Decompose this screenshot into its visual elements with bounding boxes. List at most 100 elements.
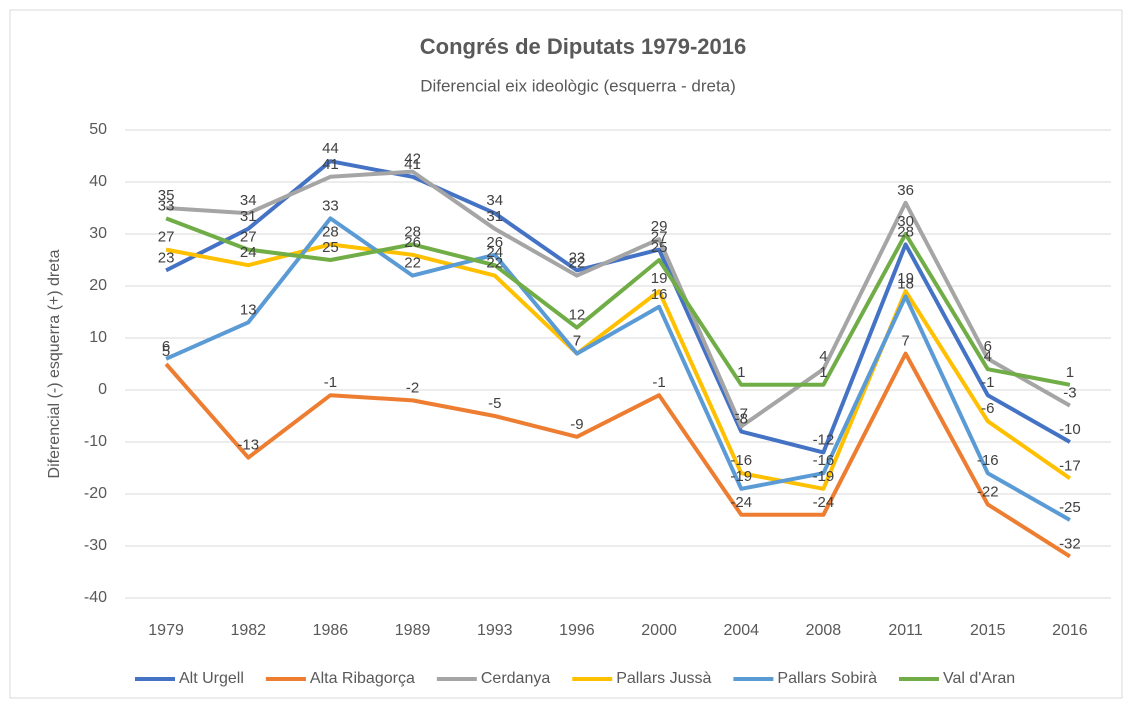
data-label: 19 bbox=[897, 270, 914, 287]
data-label: 34 bbox=[486, 192, 503, 209]
data-label: 35 bbox=[158, 187, 175, 204]
data-label: 27 bbox=[158, 229, 175, 246]
data-label: -1 bbox=[652, 374, 665, 391]
data-label: 42 bbox=[404, 151, 421, 168]
data-label: -24 bbox=[813, 494, 835, 511]
y-tick-label: 20 bbox=[89, 277, 107, 294]
data-label: -3 bbox=[1063, 385, 1076, 402]
data-label: -1 bbox=[981, 374, 994, 391]
data-label: 18 bbox=[897, 275, 914, 292]
chart-subtitle: Diferencial eix ideològic (esquerra - dr… bbox=[420, 76, 736, 95]
data-label: 7 bbox=[573, 333, 581, 350]
x-tick-label: 1986 bbox=[313, 622, 349, 639]
data-label: 19 bbox=[651, 270, 668, 287]
x-tick-label: 2008 bbox=[806, 622, 842, 639]
x-tick-label: 2011 bbox=[888, 622, 923, 639]
y-tick-label: 0 bbox=[98, 381, 107, 398]
data-label: 34 bbox=[240, 192, 257, 209]
data-label: 33 bbox=[158, 197, 175, 214]
series-line bbox=[165, 159, 1071, 455]
data-label: 5 bbox=[162, 343, 170, 360]
x-tick-label: 2004 bbox=[723, 622, 759, 639]
data-label: -6 bbox=[981, 400, 994, 417]
data-label: 22 bbox=[404, 255, 421, 272]
data-label: -24 bbox=[730, 494, 752, 511]
x-tick-label: 1993 bbox=[477, 622, 513, 639]
legend-label: Pallars Jussà bbox=[616, 670, 711, 687]
y-tick-label: -20 bbox=[84, 485, 107, 502]
data-label: 1 bbox=[1066, 364, 1074, 381]
y-tick-label: 50 bbox=[89, 121, 107, 138]
legend-label: Pallars Sobirà bbox=[777, 670, 877, 687]
data-label: 25 bbox=[651, 239, 668, 256]
x-tick-label: 1989 bbox=[395, 622, 431, 639]
data-label: -22 bbox=[977, 483, 999, 500]
data-label: 29 bbox=[651, 218, 668, 235]
x-tick-label: 2016 bbox=[1052, 622, 1088, 639]
chart-border bbox=[9, 9, 1123, 699]
series-line bbox=[165, 216, 1071, 522]
data-label: 30 bbox=[897, 213, 914, 230]
data-label: 36 bbox=[897, 182, 914, 199]
y-axis-label: Diferencial (-) esquerra (+) dreta bbox=[46, 249, 63, 478]
data-label: 13 bbox=[240, 301, 257, 318]
data-label: -12 bbox=[813, 431, 835, 448]
legend-label: Val d'Aran bbox=[943, 670, 1015, 687]
data-label: 6 bbox=[984, 338, 992, 355]
data-label: 7 bbox=[573, 333, 581, 350]
data-label: 16 bbox=[651, 286, 668, 303]
data-label: -1 bbox=[324, 374, 337, 391]
data-label: -9 bbox=[570, 416, 583, 433]
data-label: -5 bbox=[488, 395, 501, 412]
data-label: 27 bbox=[651, 229, 668, 246]
data-label: 41 bbox=[404, 156, 421, 173]
data-label: -10 bbox=[1059, 421, 1081, 438]
data-label: -16 bbox=[977, 452, 999, 469]
data-label: 28 bbox=[897, 223, 914, 240]
y-tick-label: -10 bbox=[84, 433, 107, 450]
data-label: -2 bbox=[406, 379, 419, 396]
data-label: 26 bbox=[486, 234, 503, 251]
data-label: -19 bbox=[813, 468, 835, 485]
y-tick-label: -30 bbox=[84, 537, 107, 554]
data-label: -13 bbox=[237, 437, 259, 454]
x-tick-label: 2015 bbox=[970, 622, 1006, 639]
data-label: 24 bbox=[486, 244, 503, 261]
data-label: 23 bbox=[569, 249, 586, 266]
data-label: 22 bbox=[486, 255, 503, 272]
data-label: -25 bbox=[1059, 499, 1081, 516]
series-line bbox=[165, 242, 1072, 491]
x-tick-label: 2000 bbox=[641, 622, 677, 639]
data-label: 6 bbox=[162, 338, 170, 355]
series-line bbox=[165, 169, 1071, 429]
y-tick-label: 10 bbox=[89, 329, 107, 346]
data-label: 31 bbox=[486, 208, 503, 225]
series-line bbox=[164, 351, 1071, 559]
data-label: -32 bbox=[1059, 535, 1081, 552]
data-label: 1 bbox=[819, 364, 827, 381]
data-label: 1 bbox=[737, 364, 745, 381]
data-label: -16 bbox=[813, 452, 835, 469]
data-label: 28 bbox=[322, 223, 339, 240]
data-label: 33 bbox=[322, 197, 339, 214]
data-label: 25 bbox=[322, 239, 339, 256]
x-tick-label: 1979 bbox=[148, 622, 184, 639]
data-label: -19 bbox=[730, 468, 752, 485]
data-label: 4 bbox=[819, 348, 827, 365]
data-label: 31 bbox=[240, 208, 257, 225]
legend-label: Alt Urgell bbox=[179, 670, 244, 687]
chart-title: Congrés de Diputats 1979-2016 bbox=[420, 34, 746, 59]
data-label: 23 bbox=[158, 249, 175, 266]
legend-label: Alta Ribagorça bbox=[310, 670, 415, 687]
data-label: 26 bbox=[404, 234, 421, 251]
data-label: -17 bbox=[1059, 457, 1081, 474]
data-label: 24 bbox=[240, 244, 257, 261]
y-tick-label: 30 bbox=[89, 225, 107, 242]
data-label: 22 bbox=[569, 255, 586, 272]
data-label: 7 bbox=[901, 333, 909, 350]
data-label: -16 bbox=[730, 452, 752, 469]
y-tick-label: 40 bbox=[89, 173, 107, 190]
data-label: -8 bbox=[735, 411, 748, 428]
x-tick-label: 1982 bbox=[230, 622, 266, 639]
